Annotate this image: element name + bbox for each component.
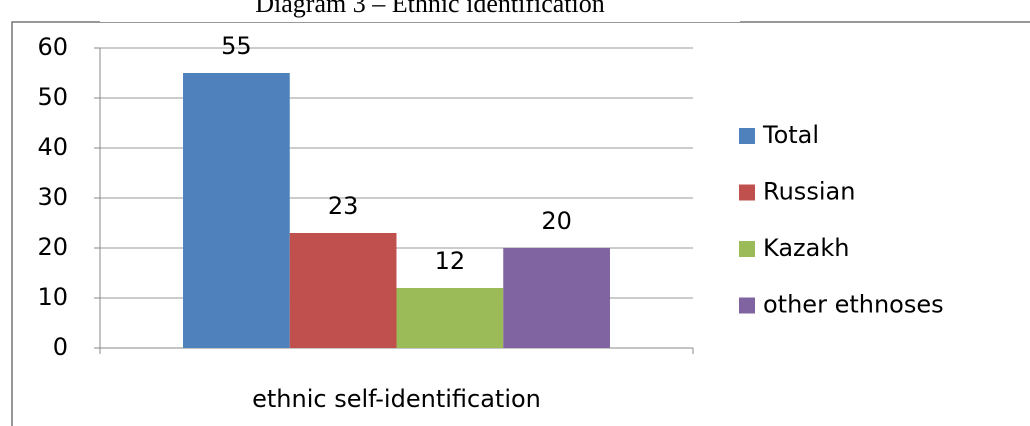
x-tick-label: ethnic self-identification — [252, 385, 541, 413]
y-tick-label: 60 — [37, 33, 68, 61]
legend-label: Total — [762, 121, 819, 149]
title-background — [100, 0, 740, 22]
data-label: 12 — [435, 247, 466, 275]
bar — [289, 233, 397, 348]
legend-swatch — [739, 241, 755, 257]
data-label: 20 — [541, 207, 572, 235]
legend-swatch — [739, 128, 755, 144]
chart-title: Diagram 3 – Ethnic identification — [255, 0, 604, 18]
legend-swatch — [739, 297, 755, 314]
bar — [503, 248, 610, 348]
legend-swatch — [739, 184, 755, 201]
y-tick-label: 30 — [37, 183, 68, 211]
y-tick-label: 0 — [53, 333, 68, 361]
legend-label: other ethnoses — [763, 291, 944, 319]
bar — [396, 288, 504, 348]
y-tick-label: 40 — [37, 133, 68, 161]
bar — [183, 73, 290, 348]
legend-label: Russian — [763, 178, 855, 206]
legend-label: Kazakh — [763, 234, 849, 262]
y-tick-label: 10 — [37, 283, 68, 311]
y-tick-label: 20 — [37, 233, 68, 261]
data-label: 23 — [328, 192, 359, 220]
y-tick-label: 50 — [37, 83, 68, 111]
data-label: 55 — [221, 32, 252, 60]
chart-frame — [11, 21, 1030, 426]
